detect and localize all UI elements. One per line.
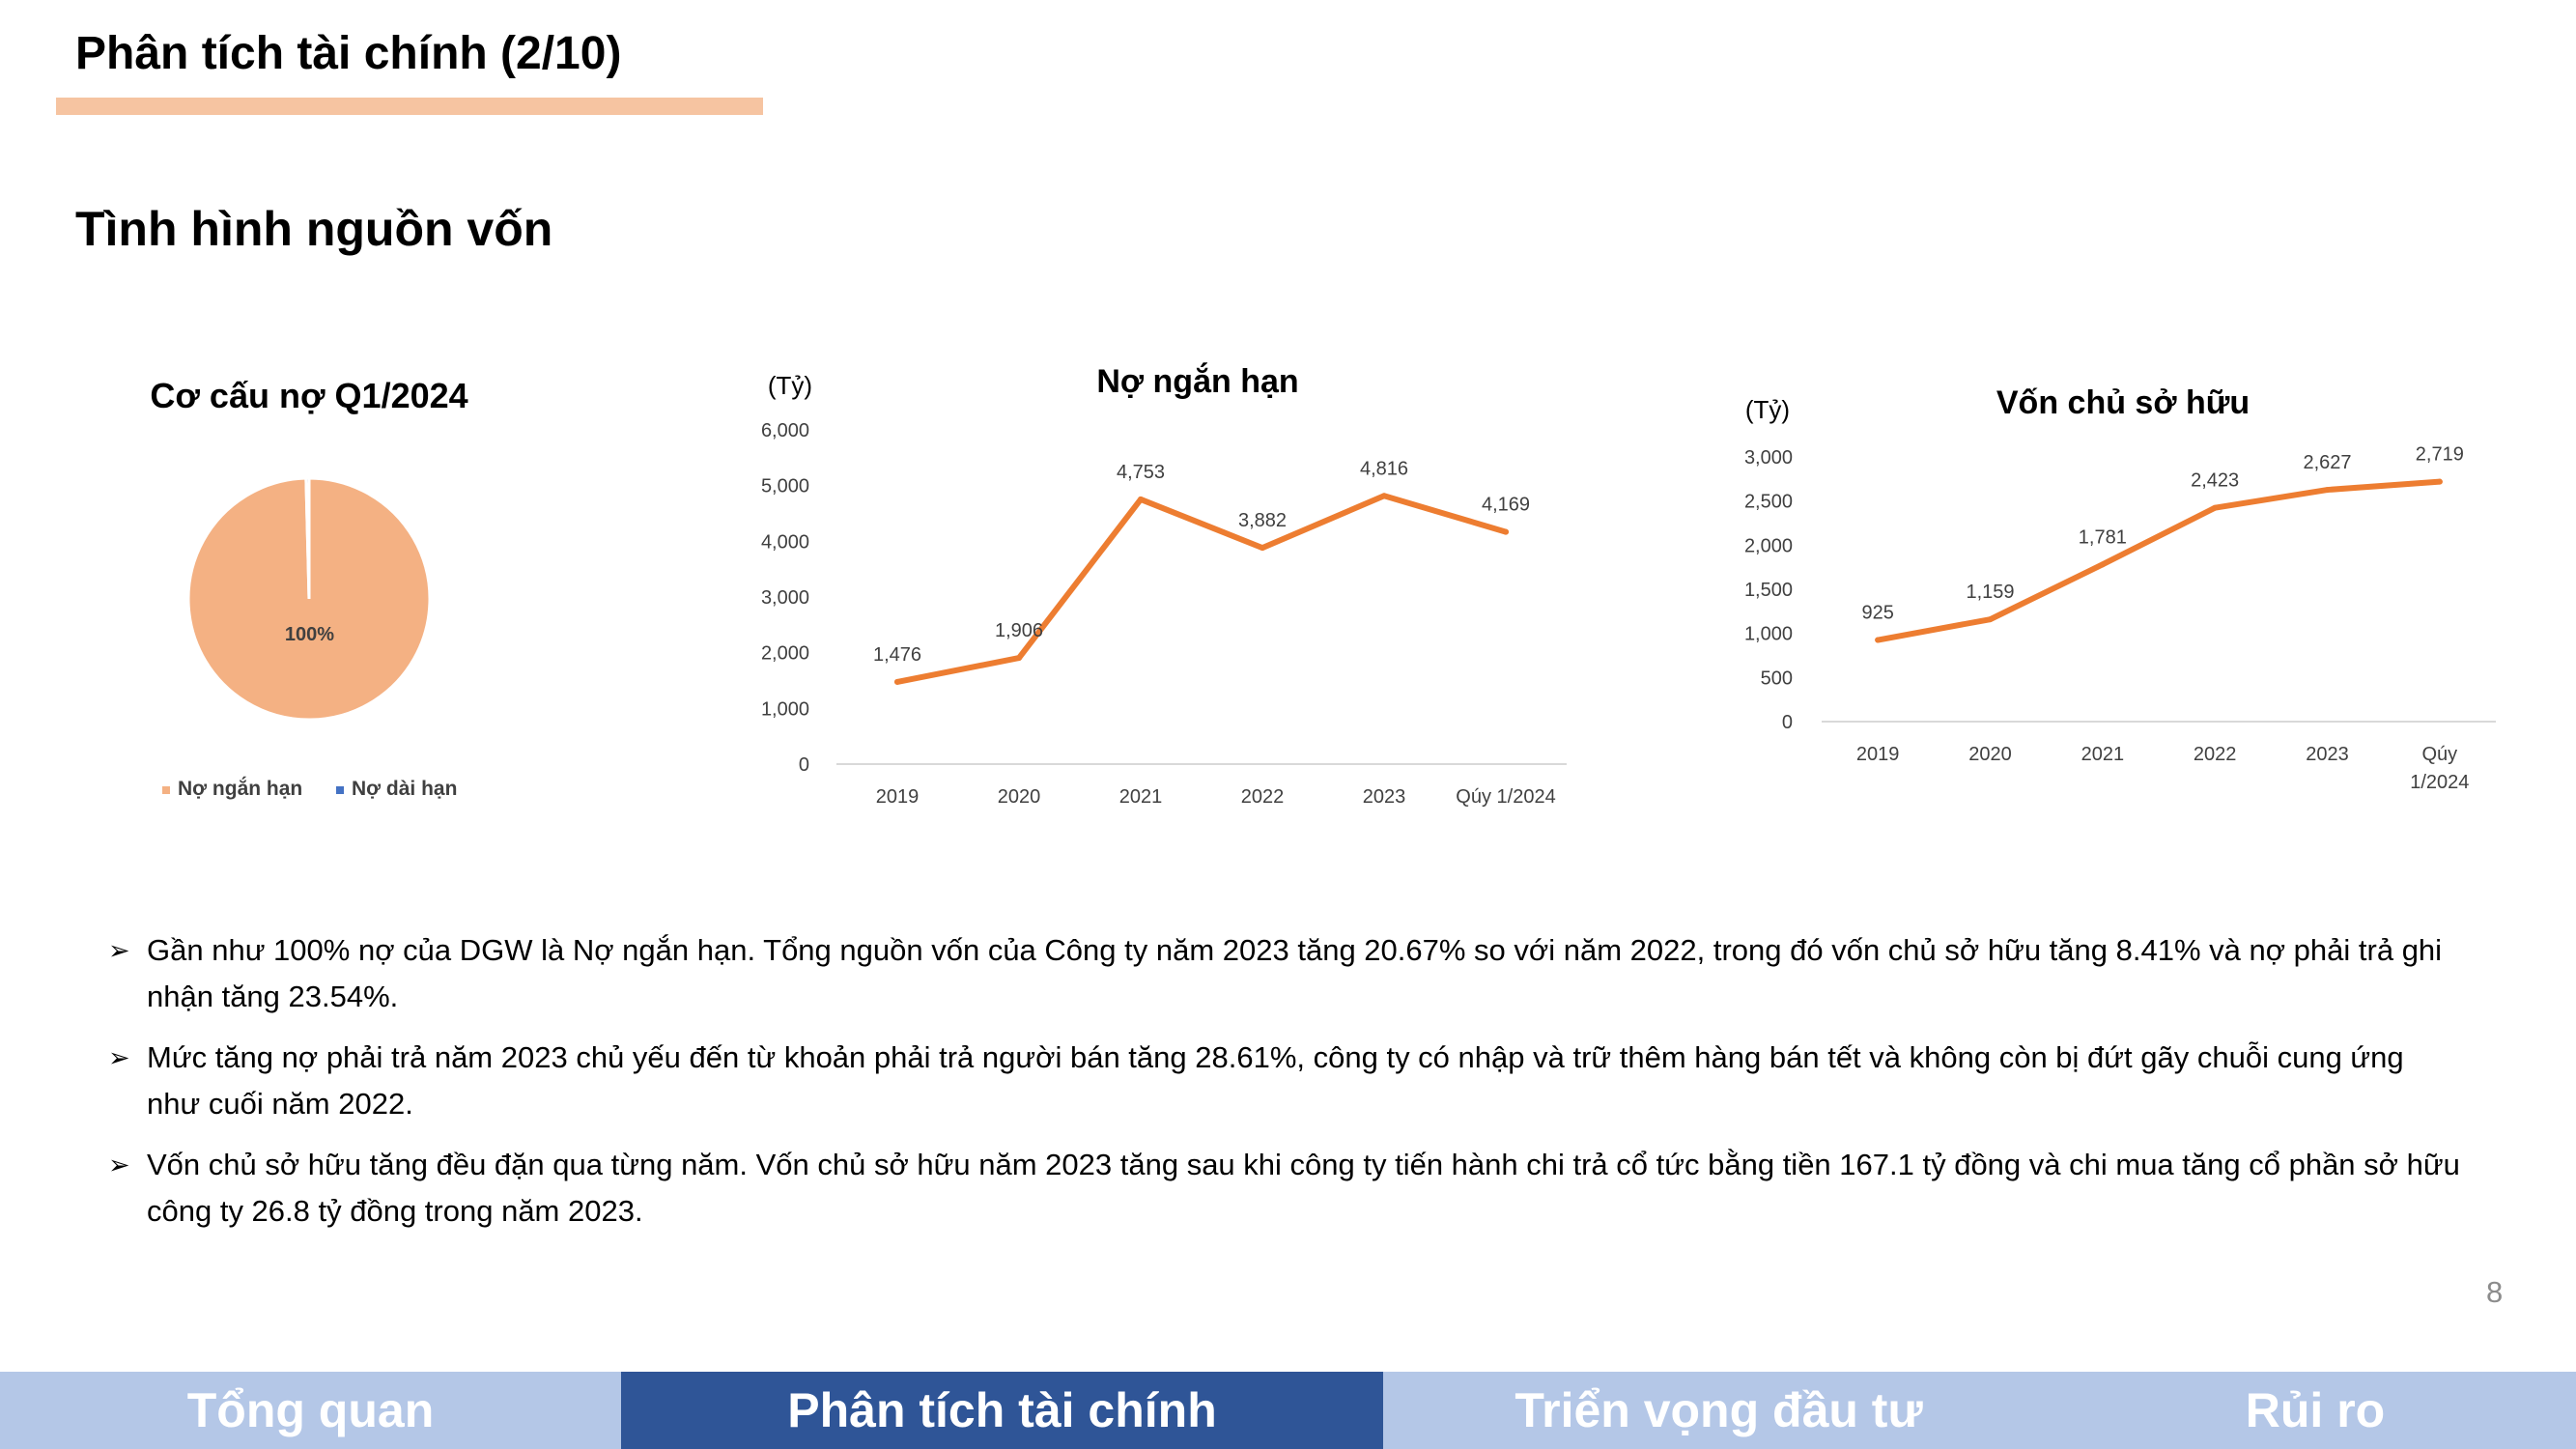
- bullet-arrow-icon: ➢: [108, 1043, 130, 1072]
- data-label: 3,882: [1238, 510, 1287, 531]
- y-tick-label: 1,500: [1744, 580, 1793, 601]
- title-underline: [56, 98, 763, 115]
- x-tick-label: 2019: [876, 786, 920, 808]
- x-tick-label: 2021: [2081, 744, 2125, 765]
- bullet-text: Gần như 100% nợ của DGW là Nợ ngắn hạn. …: [147, 933, 2443, 1013]
- y-tick-label: 3,000: [1744, 447, 1793, 469]
- legend-swatch: [162, 786, 170, 794]
- nav-tab-investment-outlook[interactable]: Triển vọng đầu tư: [1514, 1383, 1923, 1437]
- y-tick-label: 6,000: [761, 420, 809, 441]
- page-number: 8: [2486, 1275, 2504, 1309]
- data-label: 1,476: [873, 644, 921, 666]
- data-point: [1875, 637, 1882, 643]
- bullet-text: Vốn chủ sở hữu tăng đều đặn qua từng năm…: [147, 1148, 2460, 1228]
- data-label: 4,816: [1360, 458, 1408, 479]
- y-tick-label: 1,000: [761, 698, 809, 720]
- data-label: 2,627: [2303, 452, 2351, 473]
- x-tick-label: 2023: [1363, 786, 1406, 808]
- chart-title: Cơ cấu nợ Q1/2024: [150, 376, 467, 415]
- data-label: 2,423: [2191, 470, 2239, 492]
- data-label: 4,753: [1117, 462, 1165, 483]
- unit-label: (Tỷ): [1745, 395, 1790, 424]
- data-point: [894, 678, 900, 685]
- x-tick-label: 2023: [2306, 744, 2349, 765]
- pie-data-label: 100%: [285, 624, 334, 645]
- bullet-list: ➢ Gần như 100% nợ của DGW là Nợ ngắn hạn…: [108, 927, 2465, 1249]
- x-tick-label: 2020: [1968, 744, 2012, 765]
- pie-slice: [304, 476, 311, 600]
- data-point: [1381, 493, 1387, 499]
- data-label: 1,906: [995, 620, 1043, 641]
- y-tick-label: 2,000: [1744, 535, 1793, 556]
- bottom-nav: Tổng quan Phân tích tài chính Triển vọng…: [0, 1372, 2576, 1449]
- line-chart-equity: Vốn chủ sở hữu (Tỷ) 0 500 1,000 1,500 2,000 2,5…: [1744, 384, 2496, 793]
- data-point: [1987, 616, 1994, 623]
- bullet-item: ➢ Gần như 100% nợ của DGW là Nợ ngắn hạn…: [108, 927, 2465, 1020]
- series-line: [1875, 478, 2443, 643]
- data-point: [2324, 487, 2331, 494]
- bullet-item: ➢ Mức tăng nợ phải trả năm 2023 chủ yếu …: [108, 1035, 2465, 1127]
- x-tick-label: 2019: [1856, 744, 1900, 765]
- x-tick-label: 2021: [1119, 786, 1163, 808]
- series-line: [894, 493, 1509, 685]
- pie-chart-debt-structure: Cơ cấu nợ Q1/2024 100% Nợ ngắn hạn Nợ dài h…: [150, 376, 467, 800]
- x-tick-label: Qúy 1/2024: [1456, 786, 1555, 808]
- y-tick-label: 3,000: [761, 587, 809, 609]
- data-label: 4,169: [1482, 495, 1530, 516]
- data-label: 1,781: [2079, 526, 2127, 548]
- legend-label: Nợ ngắn hạn: [178, 777, 302, 800]
- section-title: Tình hình nguồn vốn: [75, 202, 553, 256]
- data-label: 2,719: [2416, 444, 2464, 466]
- nav-tab-risks[interactable]: Rủi ro: [2245, 1383, 2386, 1437]
- nav-tab-financial-analysis[interactable]: Phân tích tài chính: [621, 1372, 1383, 1449]
- page-title: Phân tích tài chính (2/10): [75, 28, 622, 79]
- nav-tab-overview[interactable]: Tổng quan: [186, 1383, 435, 1437]
- data-point: [1503, 528, 1509, 535]
- x-tick-label: Qúy 1/2024: [2410, 744, 2469, 793]
- data-point: [1260, 545, 1265, 552]
- line-chart-short-term-debt: Nợ ngắn hạn (Tỷ) 0 1,000 2,000 3,000 4,000 5,00…: [761, 363, 1567, 808]
- x-tick-label: 2022: [1241, 786, 1285, 808]
- data-label: 1,159: [1966, 582, 2014, 603]
- chart-title: Nợ ngắn hạn: [1096, 363, 1298, 400]
- data-point: [2436, 478, 2443, 485]
- data-point: [2212, 504, 2219, 511]
- data-label: 925: [1861, 603, 1893, 624]
- data-point: [2099, 561, 2106, 568]
- chart-title: Vốn chủ sở hữu: [1996, 384, 2250, 421]
- y-tick-label: 2,000: [761, 643, 809, 665]
- bullet-text: Mức tăng nợ phải trả năm 2023 chủ yếu đế…: [147, 1040, 2404, 1121]
- data-point: [1016, 655, 1022, 662]
- y-tick-label: 1,000: [1744, 624, 1793, 645]
- y-tick-label: 2,500: [1744, 492, 1793, 513]
- y-tick-label: 500: [1761, 668, 1793, 689]
- data-point: [1138, 496, 1144, 502]
- bullet-item: ➢ Vốn chủ sở hữu tăng đều đặn qua từng n…: [108, 1142, 2465, 1235]
- y-tick-label: 5,000: [761, 476, 809, 497]
- bullet-arrow-icon: ➢: [108, 1151, 130, 1179]
- x-tick-label: 2020: [998, 786, 1041, 808]
- legend-swatch: [336, 786, 344, 794]
- legend-label: Nợ dài hạn: [352, 778, 457, 800]
- y-tick-label: 0: [799, 754, 809, 776]
- x-tick-label: 2022: [2194, 744, 2237, 765]
- bullet-arrow-icon: ➢: [108, 936, 130, 965]
- unit-label: (Tỷ): [768, 371, 812, 400]
- y-tick-label: 0: [1782, 712, 1793, 733]
- y-tick-label: 4,000: [761, 531, 809, 553]
